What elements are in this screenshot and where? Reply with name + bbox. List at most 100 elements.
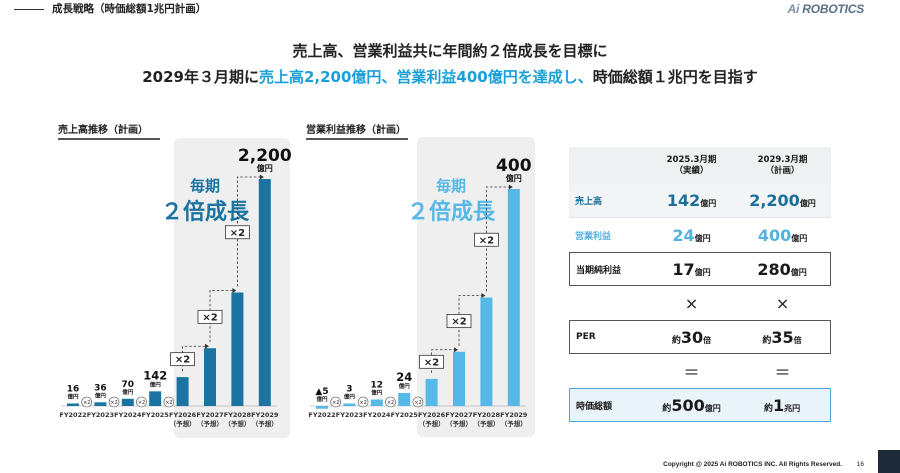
- x2-badge-text-1-3: ×2: [414, 400, 421, 406]
- tick-label-0-5-sub: （予想）: [197, 419, 223, 428]
- callout-top-0: 毎期: [190, 177, 220, 195]
- col-header-2025: 2025.3月期 （実績）: [649, 147, 735, 184]
- col-header-2029: 2029.3月期 （計画）: [734, 147, 831, 184]
- tick-label-1-1: FY2023: [336, 411, 363, 419]
- header-rule: [14, 9, 44, 10]
- bar-0-5: [204, 348, 216, 406]
- tick-label-0-7: FY2029: [251, 411, 279, 419]
- x2-badge-text-0-0: ×2: [83, 400, 90, 406]
- step-arrowhead-1-4: [454, 347, 458, 353]
- value-unit-1-3: 億円: [399, 382, 411, 390]
- table-row-times: × ×: [569, 286, 831, 320]
- value-label-1-1: 3: [346, 385, 352, 395]
- x2-badge-0-3: [163, 396, 175, 408]
- value-unit-0-7: 億円: [257, 163, 273, 173]
- x2-badge-text-0-2: ×2: [138, 400, 145, 406]
- tick-label-1-5-sub: （予想）: [446, 419, 472, 428]
- net-2029: 280億円: [734, 252, 831, 286]
- table-header-row: 2025.3月期 （実績） 2029.3月期 （計画）: [569, 147, 831, 184]
- step-arrow-1-6: [486, 186, 510, 292]
- logo-mark: Ai: [787, 2, 800, 16]
- value-unit-1-2: 億円: [371, 388, 383, 396]
- x2-badge-text-1-2: ×2: [387, 400, 394, 406]
- tick-label-0-2: FY2024: [114, 411, 142, 419]
- sales-chart-title: 売上高推移（計画）: [58, 121, 160, 140]
- x2-box-0-4: [170, 352, 196, 367]
- tick-label-0-4-sub: （予想）: [170, 419, 196, 428]
- x2-box-text-0-4: ×2: [175, 355, 190, 366]
- x2-box-1-4: [419, 354, 445, 369]
- tick-label-1-6: FY2028: [473, 411, 501, 419]
- x2-box-text-1-4: ×2: [424, 357, 439, 368]
- table-row-market-cap: 時価総額 約500億円 約1兆円: [569, 388, 831, 422]
- tick-label-1-6-sub: （予想）: [473, 419, 499, 428]
- value-unit-0-1: 億円: [95, 391, 107, 399]
- value-unit-0-0: 億円: [67, 393, 79, 401]
- company-logo: Ai ROBOTICS: [787, 2, 865, 16]
- bar-1-7: [507, 189, 520, 406]
- bar-1-3: [398, 392, 411, 406]
- bar-1-1: [343, 403, 356, 406]
- bar-0-2: [121, 398, 134, 406]
- x2-badge-1-2: [385, 396, 396, 408]
- callout-main-1: ２倍成長: [407, 199, 496, 225]
- tick-label-1-4: FY2026: [418, 411, 446, 419]
- step-arrow-1-4: [431, 349, 455, 373]
- bar-1-4: [425, 378, 438, 406]
- x2-badge-text-1-0: ×2: [332, 400, 339, 406]
- value-label-1-7: 400: [496, 156, 532, 176]
- copyright: Copyright @ 2025 Ai ROBOTICS INC. All Ri…: [663, 461, 842, 468]
- x2-badge-1-1: [357, 396, 369, 408]
- tick-label-0-1: FY2023: [87, 411, 114, 419]
- value-label-1-3: 24: [396, 370, 412, 384]
- value-unit-1-7: 億円: [506, 173, 522, 183]
- x2-box-1-5: [446, 314, 472, 329]
- equals-symbol-1: ＝: [683, 363, 700, 382]
- bar-1-6: [480, 297, 493, 406]
- step-arrowhead-1-5: [481, 293, 486, 298]
- page-title: 成長戦略（時価総額1兆円計画）: [52, 3, 207, 15]
- value-label-0-2: 70: [122, 380, 135, 390]
- callout-top-1: 毎期: [436, 177, 466, 195]
- valuation-table: 2025.3月期 （実績） 2029.3月期 （計画） 売上高 142億円 2,20…: [569, 147, 831, 422]
- bar-1-0: [316, 406, 328, 409]
- bar-0-3: [149, 391, 162, 406]
- step-arrow-0-6: [237, 176, 261, 287]
- tick-label-0-4: FY2026: [169, 411, 197, 419]
- x2-badge-text-1-1: ×2: [359, 400, 366, 406]
- bar-0-6: [231, 292, 244, 406]
- headline-line-2: 2029年３月期に売上高2,200億円、営業利益400億円を達成し、時価総額１兆…: [142, 68, 758, 86]
- mc-2025: 約500億円: [649, 388, 735, 422]
- x2-badge-0-0: [81, 396, 92, 408]
- tick-label-0-6-sub: （予想）: [224, 419, 250, 428]
- step-arrowhead-0-5: [232, 288, 237, 293]
- x2-box-1-6: [473, 232, 499, 247]
- op-chart-title: 営業利益推移（計画）: [306, 121, 408, 140]
- op-label: 営業利益: [575, 231, 612, 242]
- bar-0-1: [94, 402, 107, 406]
- value-unit-1-0: 億円: [316, 395, 328, 403]
- tick-label-0-6: FY2028: [224, 411, 252, 419]
- step-arrowhead-1-6: [508, 184, 513, 190]
- table-row-sales: 売上高 142億円 2,200億円: [569, 184, 831, 218]
- step-arrow-0-5: [209, 290, 234, 343]
- value-label-0-1: 36: [94, 383, 107, 393]
- per-label: PER: [569, 320, 649, 354]
- value-label-0-0: 16: [67, 385, 80, 395]
- headline-line-1: 売上高、営業利益共に年間約２倍成長を目標に: [292, 42, 608, 60]
- x2-badge-text-0-3: ×2: [165, 400, 172, 406]
- x2-badge-0-1: [108, 396, 120, 408]
- bar-0-7: [258, 179, 271, 406]
- tick-label-1-0: FY2022: [308, 411, 335, 419]
- table-row-op-profit: 営業利益 24億円 400億円: [569, 218, 831, 252]
- x2-box-0-6: [224, 225, 250, 240]
- headline-highlight: 売上高2,200億円、営業利益400億円を達成し、: [258, 68, 593, 86]
- x2-box-text-1-6: ×2: [479, 235, 494, 246]
- x2-box-text-0-6: ×2: [230, 228, 245, 239]
- tick-label-1-4-sub: （予想）: [419, 419, 445, 428]
- bar-0-0: [67, 403, 79, 406]
- tick-label-0-7-sub: （予想）: [252, 419, 278, 428]
- table-corner: [569, 147, 649, 184]
- x2-badge-text-0-1: ×2: [110, 400, 117, 406]
